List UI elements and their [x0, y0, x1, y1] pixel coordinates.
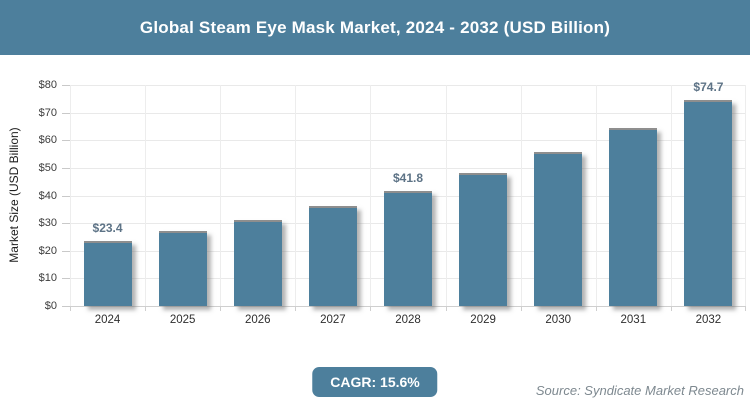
- x-tick-label-2029: 2029: [470, 314, 496, 326]
- x-tick-label-2032: 2032: [695, 314, 722, 326]
- cagr-badge: CAGR: 15.6%: [312, 367, 438, 397]
- bar-2028: [384, 190, 432, 306]
- chart-title: Global Steam Eye Mask Market, 2024 - 203…: [139, 17, 611, 37]
- y-tick-mark: [62, 85, 70, 86]
- v-gridline: [145, 85, 147, 306]
- h-gridline: [70, 85, 746, 86]
- bar-2026: [233, 219, 282, 306]
- bar-2029: [459, 172, 508, 306]
- y-tick-label: $0: [44, 300, 57, 312]
- bar-2027: [308, 206, 357, 306]
- y-tick-label: $60: [38, 134, 57, 147]
- y-tick-label: $20: [38, 244, 57, 257]
- y-tick-label: $10: [38, 272, 57, 285]
- y-tick-mark: [62, 195, 70, 197]
- y-tick-label: $80: [38, 79, 57, 91]
- bar-value-label-2032: $74.7: [693, 79, 724, 94]
- y-tick-label: $30: [38, 217, 57, 230]
- x-tick-mark: [220, 306, 222, 311]
- bar-2025: [158, 231, 207, 306]
- x-tick-label-2027: 2027: [320, 314, 346, 326]
- x-tick-label-2031: 2031: [620, 314, 647, 326]
- x-tick-mark: [70, 306, 71, 311]
- v-gridline: [370, 85, 372, 306]
- x-tick-label-2028: 2028: [395, 314, 421, 326]
- bar-2030: [534, 151, 583, 306]
- y-tick-label: $70: [38, 106, 57, 119]
- x-tick-mark: [520, 306, 522, 311]
- v-gridline: [220, 85, 222, 306]
- v-gridline: [445, 85, 447, 306]
- x-tick-label-2030: 2030: [545, 314, 571, 326]
- x-tick-label-2025: 2025: [169, 314, 196, 326]
- v-gridline: [70, 85, 71, 306]
- bar-2031: [609, 127, 658, 306]
- x-axis: 2024 2025 2026 2027 2028 2029 2030 2031 2032: [70, 314, 746, 326]
- v-gridline: [745, 85, 746, 306]
- source-note: Source: Syndicate Market Research: [535, 383, 744, 398]
- h-gridline: [70, 306, 746, 307]
- x-tick-mark: [595, 306, 597, 311]
- v-gridline: [595, 85, 597, 306]
- x-tick-mark: [745, 306, 746, 311]
- bar-value-label-2024: $23.4: [92, 221, 123, 236]
- y-tick-mark: [62, 250, 70, 252]
- x-tick-label-2026: 2026: [244, 314, 271, 326]
- y-tick-label: $40: [38, 189, 57, 202]
- plot-area: $23.4 $41.8 $74.7: [70, 80, 746, 311]
- x-tick-mark: [670, 306, 672, 311]
- h-gridline: [70, 167, 746, 169]
- y-tick-mark: [62, 306, 70, 307]
- bar-2024: [83, 241, 132, 306]
- v-gridline: [295, 85, 297, 306]
- v-gridline: [520, 85, 522, 306]
- bar-2032: [684, 99, 733, 306]
- y-tick-mark: [62, 167, 70, 169]
- y-tick-mark: [62, 112, 70, 114]
- y-tick-label: $50: [38, 161, 57, 174]
- y-tick-mark: [62, 140, 70, 142]
- x-tick-mark: [145, 306, 147, 311]
- x-tick-mark: [370, 306, 372, 311]
- h-gridline: [70, 140, 746, 142]
- chart-title-bar: Global Steam Eye Mask Market, 2024 - 203…: [0, 0, 750, 55]
- bar-value-label-2028: $41.8: [392, 170, 424, 185]
- h-gridline: [70, 112, 746, 114]
- x-tick-label-2024: 2024: [94, 314, 121, 326]
- y-axis: $0 $10 $20 $30 $40 $50 $60 $70 $80: [0, 79, 70, 312]
- x-tick-mark: [295, 306, 297, 311]
- y-tick-mark: [62, 278, 70, 280]
- v-gridline: [670, 85, 672, 306]
- x-tick-mark: [445, 306, 447, 311]
- y-tick-mark: [62, 223, 70, 225]
